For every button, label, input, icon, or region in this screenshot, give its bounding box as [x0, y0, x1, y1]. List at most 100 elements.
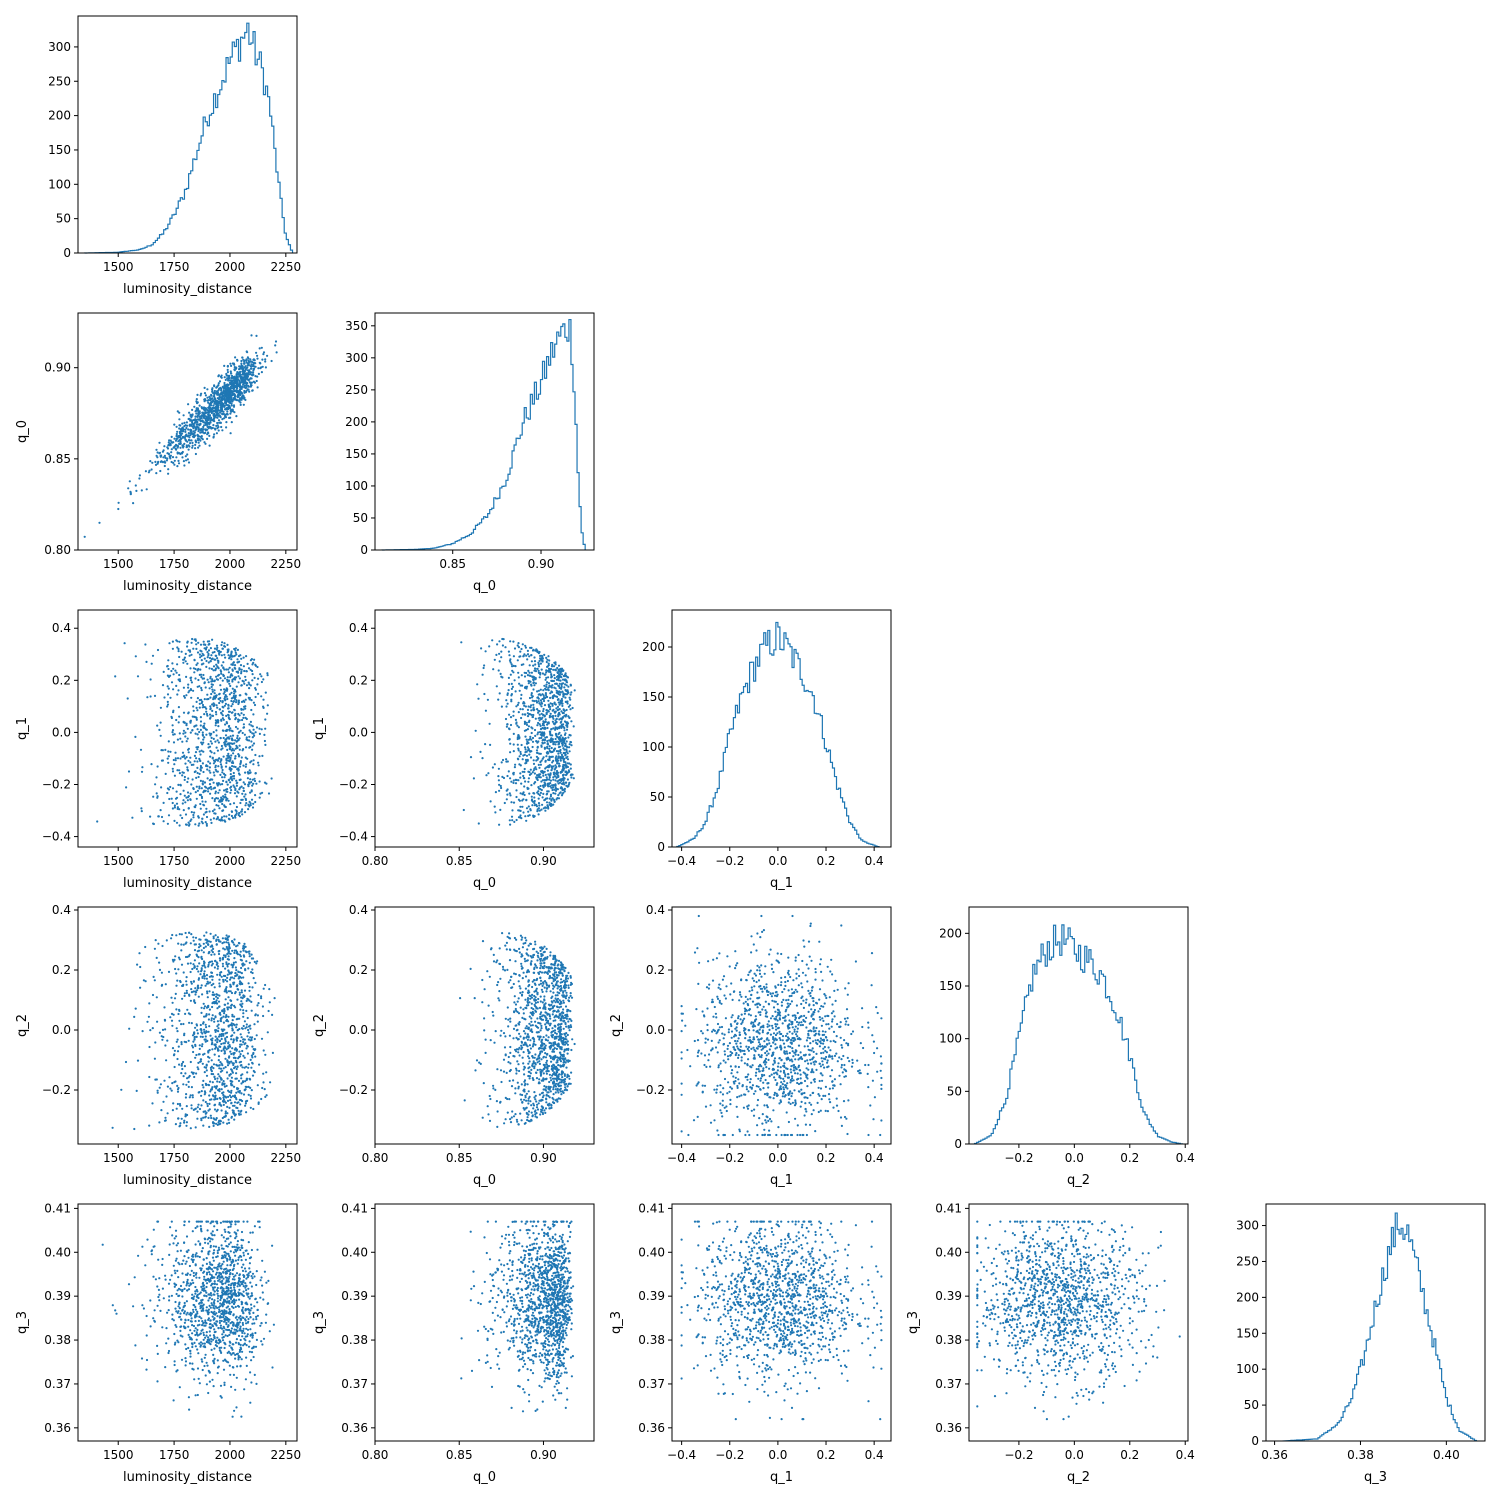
scatter-point — [246, 777, 249, 780]
scatter-point — [98, 521, 101, 524]
scatter-point — [557, 684, 560, 687]
scatter-point — [254, 1013, 257, 1016]
scatter-point — [555, 707, 558, 710]
x-tick-label: 0.4 — [865, 854, 884, 868]
scatter-point — [176, 769, 179, 772]
scatter-point — [144, 945, 147, 949]
scatter-point — [557, 779, 560, 782]
scatter-point — [241, 718, 244, 722]
scatter-point — [567, 736, 570, 739]
scatter-point — [171, 801, 174, 805]
y-axis-label-q_0: q_0 — [15, 420, 30, 443]
scatter-point — [231, 687, 234, 690]
scatter-point — [243, 362, 246, 365]
scatter-point — [150, 763, 153, 766]
scatter-point — [220, 672, 223, 675]
scatter-point — [214, 1035, 217, 1038]
scatter-point — [175, 1107, 178, 1110]
scatter-point — [210, 960, 214, 963]
scatter-point — [211, 657, 214, 660]
scatter-point — [200, 427, 203, 430]
scatter-point — [258, 732, 261, 736]
scatter-point — [557, 752, 560, 755]
scatter-point — [206, 437, 209, 440]
scatter-point — [253, 365, 256, 368]
scatter-point — [257, 761, 260, 764]
scatter-point — [151, 654, 155, 657]
scatter-point — [248, 781, 251, 784]
scatter-point — [204, 785, 207, 788]
scatter-point — [229, 684, 232, 688]
scatter-point — [256, 683, 259, 686]
scatter-point — [531, 675, 534, 678]
scatter-point — [217, 419, 221, 422]
scatter-point — [187, 686, 190, 689]
scatter-point — [232, 983, 235, 986]
scatter-point — [238, 788, 241, 791]
scatter-point — [255, 379, 258, 383]
scatter-point — [250, 365, 253, 368]
scatter-point — [249, 771, 252, 774]
scatter-point — [197, 815, 200, 818]
scatter-point — [209, 705, 212, 708]
scatter-point — [206, 1039, 209, 1042]
scatter-point — [532, 759, 535, 762]
scatter-point — [520, 674, 523, 677]
scatter-point — [204, 428, 207, 431]
scatter-point — [227, 379, 230, 382]
scatter-point — [186, 791, 190, 794]
scatter-point — [158, 961, 161, 964]
x-tick-label: 0.90 — [530, 854, 557, 868]
scatter-point — [187, 438, 190, 442]
scatter-point — [469, 756, 473, 759]
scatter-point — [569, 698, 572, 701]
scatter-point — [536, 667, 539, 671]
scatter-point — [225, 426, 228, 429]
scatter-point — [221, 710, 224, 713]
scatter-point — [528, 792, 531, 795]
scatter-point — [530, 693, 533, 697]
scatter-point — [209, 399, 212, 402]
scatter-point — [215, 758, 218, 761]
y-tick-label: 350 — [345, 319, 368, 333]
scatter-point — [204, 431, 207, 434]
scatter-point — [181, 444, 184, 447]
scatter-point — [203, 790, 207, 793]
scatter-point — [207, 406, 210, 409]
scatter-point — [516, 757, 520, 760]
scatter-point — [171, 933, 174, 937]
scatter-point — [218, 400, 221, 403]
scatter-point — [555, 760, 559, 763]
scatter-point — [213, 433, 216, 436]
scatter-point — [549, 785, 552, 788]
scatter-point — [182, 809, 185, 812]
scatter-point — [201, 700, 204, 703]
scatter-point — [488, 722, 491, 725]
scatter-point — [243, 989, 247, 992]
scatter-point — [230, 971, 233, 974]
scatter-point — [161, 759, 164, 762]
scatter-point — [548, 797, 551, 800]
scatter-point — [242, 713, 245, 716]
scatter-point — [562, 740, 566, 743]
y-tick-label: 0.2 — [52, 673, 71, 687]
scatter-point — [226, 952, 229, 956]
scatter-point — [245, 350, 248, 353]
scatter-point — [248, 683, 251, 686]
scatter-point — [566, 725, 569, 729]
scatter-point — [546, 726, 549, 730]
scatter-point — [224, 820, 227, 823]
scatter-point — [535, 805, 539, 808]
scatter-point — [235, 969, 238, 972]
scatter-point — [217, 429, 220, 432]
scatter-point — [535, 740, 538, 743]
scatter-point — [159, 706, 162, 709]
scatter-point — [243, 1020, 246, 1023]
x-tick-label: 2250 — [271, 260, 302, 274]
scatter-point — [519, 752, 522, 756]
scatter-point — [201, 407, 204, 410]
scatter-point — [230, 705, 233, 708]
scatter-point — [189, 756, 192, 759]
scatter-point — [555, 787, 558, 791]
scatter-point — [239, 384, 242, 387]
